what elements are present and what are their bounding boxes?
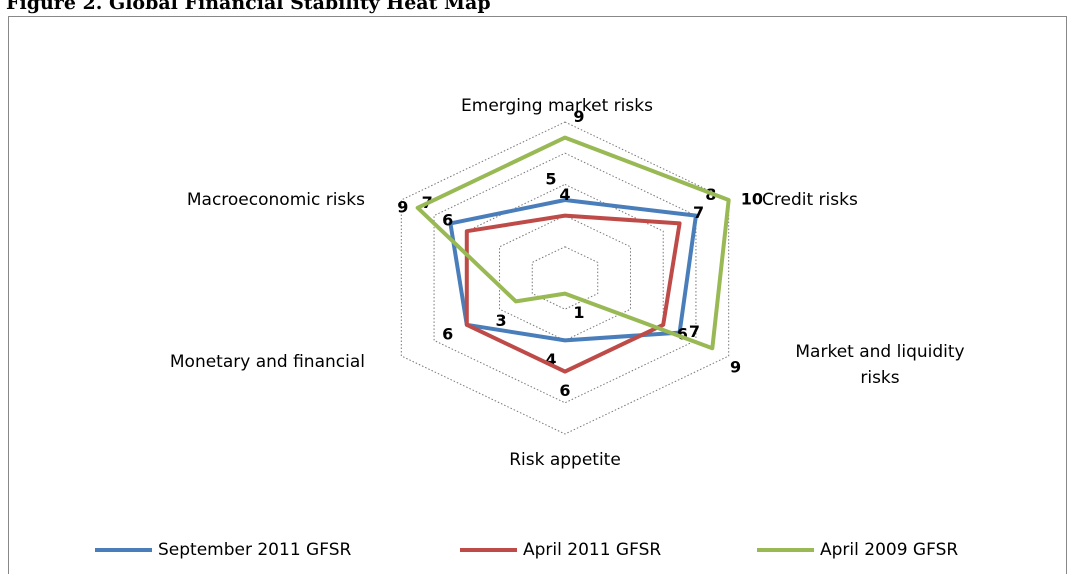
value-label: 6 (677, 324, 688, 343)
grid-ring (531, 246, 599, 310)
value-label: 6 (559, 381, 570, 400)
value-label: 4 (545, 350, 556, 369)
chart-frame (8, 16, 1067, 574)
value-label: 5 (545, 170, 556, 189)
axis-label: Credit risks (762, 190, 858, 210)
axis-label: Market and liquidity risks (795, 342, 964, 388)
value-label: 1 (573, 303, 584, 322)
value-label: 6 (442, 211, 453, 230)
value-label: 10 (741, 190, 763, 209)
axis-label: Emerging market risks (461, 96, 653, 116)
axis-label: Monetary and financial (170, 352, 365, 372)
legend-label: April 2009 GFSR (820, 540, 958, 560)
axis-label-line: risks (860, 368, 899, 388)
value-label: 9 (730, 358, 741, 377)
grid-ring (499, 215, 631, 341)
legend-label: September 2011 GFSR (158, 540, 351, 560)
value-label: 9 (573, 107, 584, 126)
series-line (415, 135, 731, 351)
value-label: 7 (689, 322, 700, 341)
legend-label: April 2011 GFSR (523, 540, 661, 560)
chart-title: Figure 2. Global Financial Stability Hea… (6, 0, 491, 14)
axis-label-line: Market and liquidity (795, 342, 964, 362)
value-label: 7 (693, 203, 704, 222)
value-label: 3 (495, 311, 506, 330)
series-line (448, 198, 698, 343)
value-label: 4 (559, 185, 570, 204)
axis-label: Macroeconomic risks (187, 190, 365, 210)
grid-ring (400, 121, 730, 435)
value-label: 9 (397, 197, 408, 216)
value-label: 6 (442, 324, 453, 343)
grid-ring (466, 183, 664, 373)
series-line (464, 213, 682, 374)
axis-label: Risk appetite (509, 450, 621, 470)
